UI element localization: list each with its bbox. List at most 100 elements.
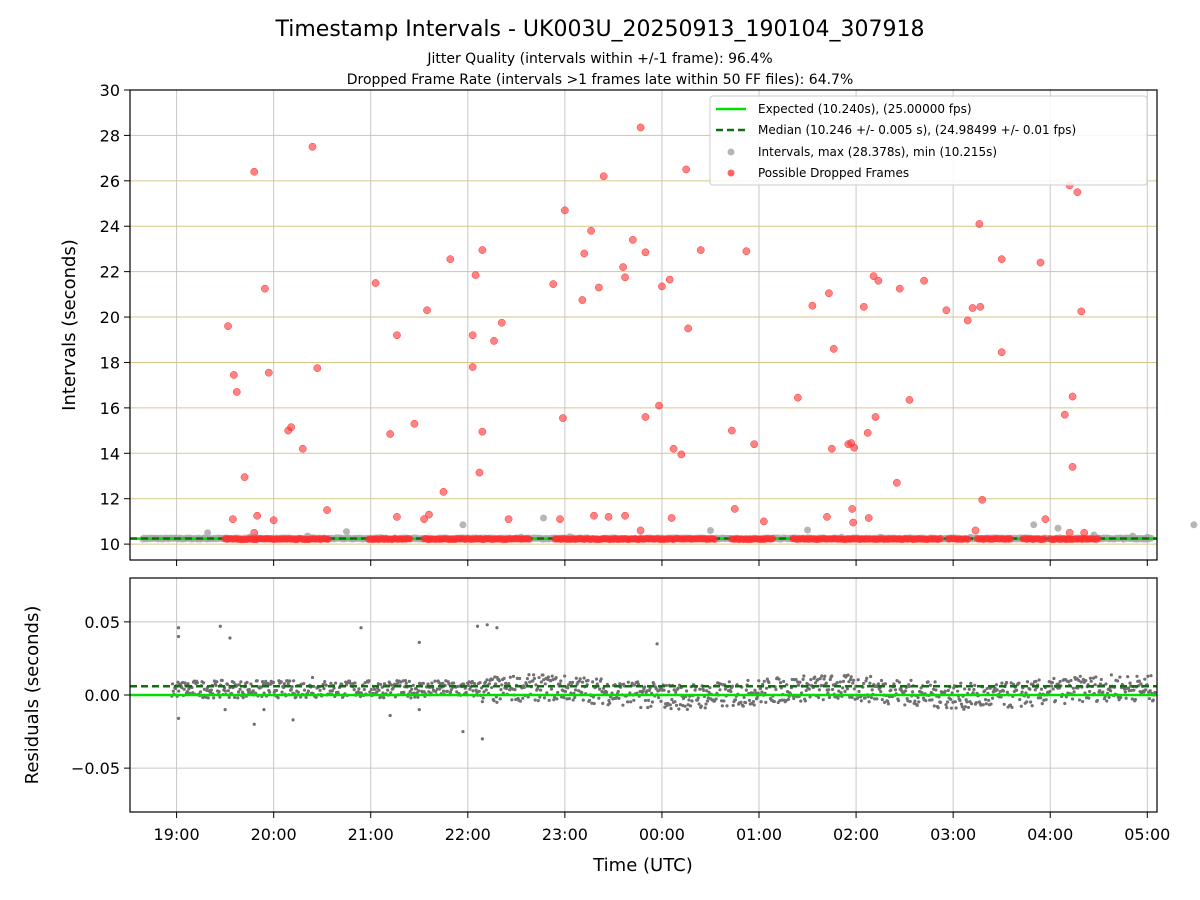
residual-point [329, 681, 333, 685]
residual-point [967, 687, 971, 691]
residual-point [228, 636, 232, 640]
residual-point [170, 682, 175, 686]
residual-point [1099, 677, 1103, 682]
residual-point [883, 700, 887, 704]
residual-point [495, 700, 499, 704]
interval-point [342, 528, 350, 536]
residual-point [893, 688, 898, 692]
residual-point [543, 682, 547, 686]
residual-point [1017, 681, 1021, 685]
residual-point [487, 682, 491, 686]
residual-point [441, 689, 446, 693]
residual-point [924, 699, 928, 703]
residual-point [946, 688, 950, 693]
residual-point [549, 687, 554, 691]
residual-point [875, 697, 879, 701]
residual-point [960, 705, 964, 709]
residual-point [422, 690, 426, 694]
residual-point [674, 703, 679, 707]
residual-point [928, 683, 933, 687]
residual-point [264, 679, 268, 683]
residual-point [629, 700, 633, 704]
residual-point [1020, 690, 1024, 694]
residual-point [174, 686, 178, 691]
residual-point [659, 699, 663, 703]
residual-point [705, 699, 710, 703]
residual-point [979, 703, 983, 707]
residual-point [909, 678, 913, 682]
residual-point [830, 674, 834, 678]
dropped-frame-point [504, 515, 513, 523]
dropped-frame-point [393, 331, 401, 340]
residual-point [1039, 696, 1043, 700]
residual-point [191, 691, 195, 695]
residual-point [220, 678, 224, 683]
residual-point [886, 702, 891, 706]
dropped-frame-point [968, 304, 977, 312]
residual-point [892, 682, 896, 686]
residual-point [539, 680, 543, 684]
top-y-tick-label: 18 [100, 353, 120, 372]
residual-point [223, 708, 227, 712]
x-tick-label: 03:00 [930, 825, 976, 844]
residual-point [869, 695, 874, 700]
residual-point [263, 682, 267, 686]
residual-point [238, 687, 242, 692]
dropped-frame-point [619, 263, 627, 271]
interval-point [540, 514, 548, 522]
residual-point [972, 687, 976, 692]
residual-point [608, 701, 612, 705]
residual-point [527, 673, 531, 677]
residual-point [1095, 698, 1099, 703]
residual-point [774, 687, 778, 692]
residual-point [599, 677, 603, 681]
residual-point [368, 690, 372, 694]
residual-point [933, 680, 937, 684]
dropped-frame-point [269, 516, 278, 525]
residual-point [852, 687, 856, 691]
dropped-frame-point [710, 535, 718, 544]
residual-point [945, 700, 950, 704]
residual-point [271, 680, 276, 684]
residual-point [1052, 676, 1056, 681]
residual-point [794, 678, 798, 682]
residual-point [848, 677, 853, 682]
x-tick-label: 00:00 [639, 825, 685, 844]
residual-point [1115, 679, 1120, 683]
residual-point [1015, 688, 1019, 692]
residual-point [639, 705, 643, 710]
dropped-frame-point [696, 246, 705, 254]
residual-point [1087, 696, 1091, 700]
dropped-frame-point [793, 393, 802, 402]
residual-point [668, 703, 672, 707]
dropped-frame-point [636, 526, 645, 535]
bottom-y-tick-label: −0.05 [71, 759, 120, 778]
legend-median: Median (10.246 +/- 0.005 s), (24.98499 +… [758, 123, 1076, 137]
residual-point [183, 681, 187, 685]
dropped-frame-point [964, 535, 972, 543]
dropped-frame-point [1077, 307, 1086, 316]
residual-point [755, 695, 759, 699]
residual-point [259, 685, 263, 689]
residual-point [438, 687, 442, 691]
residual-point [587, 698, 592, 702]
residual-point [480, 700, 484, 704]
residual-point [359, 626, 363, 630]
dropped-frame-point [556, 515, 564, 523]
residual-point [367, 679, 371, 683]
dropped-frame-point [578, 296, 587, 304]
residual-point [578, 677, 582, 681]
residual-point [1149, 674, 1153, 678]
residual-point [725, 704, 729, 708]
dropped-frame-point [230, 371, 238, 379]
residual-point [630, 681, 634, 685]
residual-point [218, 624, 222, 628]
residual-point [643, 698, 648, 703]
residual-point [260, 680, 265, 684]
residual-point [798, 680, 802, 684]
residual-point [597, 696, 601, 700]
residual-point [915, 703, 919, 707]
residual-point [1133, 697, 1138, 702]
top-y-tick-label: 14 [100, 444, 120, 463]
dropped-frame-point [682, 165, 691, 174]
